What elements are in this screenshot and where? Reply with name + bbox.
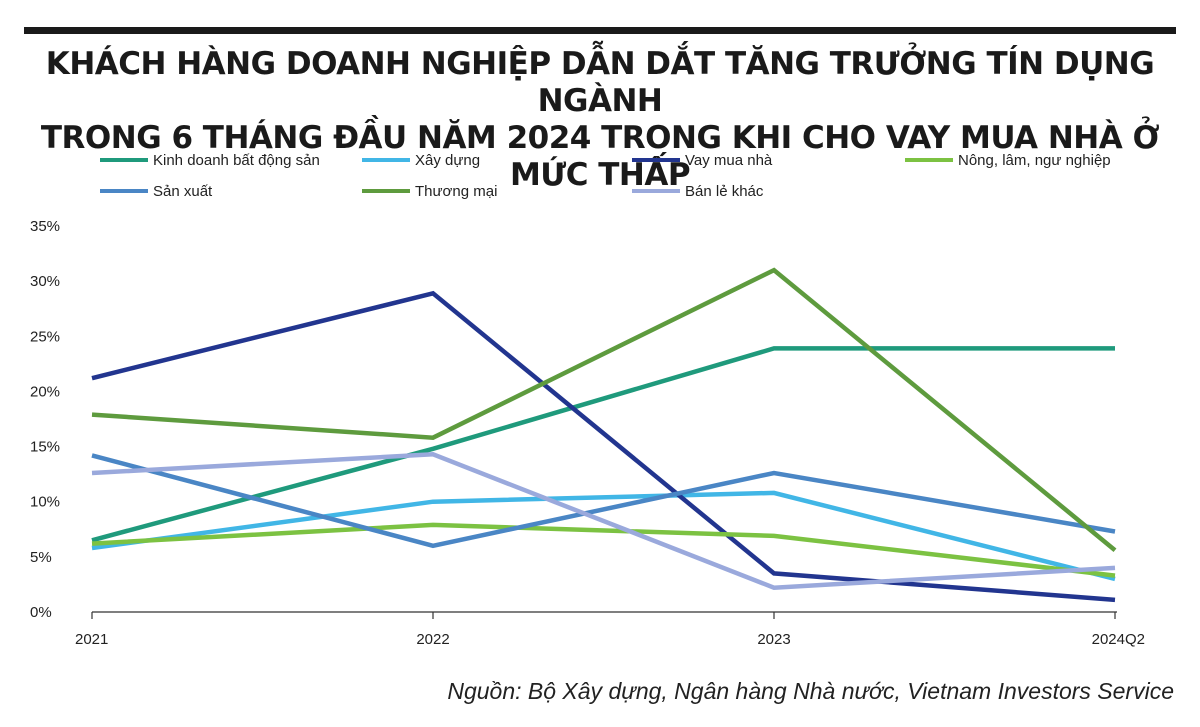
series-line bbox=[91, 453, 1116, 549]
legend-label: Nông, lâm, ngư nghiệp bbox=[958, 152, 1111, 169]
y-tick-label: 25% bbox=[30, 328, 60, 345]
y-tick-label: 10% bbox=[30, 494, 60, 511]
x-tick-label: 2022 bbox=[416, 631, 449, 648]
chart-title-line-2: TRONG 6 THÁNG ĐẦU NĂM 2024 TRONG KHI CHO… bbox=[40, 120, 1160, 193]
y-tick-label: 15% bbox=[30, 439, 60, 456]
source-note: Nguồn: Bộ Xây dựng, Ngân hàng Nhà nước, … bbox=[447, 678, 1174, 704]
y-tick-label: 35% bbox=[30, 218, 60, 235]
legend-label: Xây dựng bbox=[415, 152, 480, 169]
y-tick-label: 20% bbox=[30, 383, 60, 400]
legend-label: Bán lẻ khác bbox=[685, 183, 764, 200]
y-tick-label: 5% bbox=[30, 549, 52, 566]
series-line bbox=[91, 346, 1115, 543]
legend-label: Thương mại bbox=[415, 183, 497, 200]
series-line bbox=[91, 522, 1116, 578]
legend-label: Sản xuất bbox=[153, 183, 213, 200]
series-line bbox=[91, 490, 1116, 582]
chart-title-line-1: KHÁCH HÀNG DOANH NGHIỆP DẪN DẮT TĂNG TRƯ… bbox=[45, 46, 1155, 119]
x-tick-label: 2023 bbox=[757, 631, 790, 648]
legend-label: Kinh doanh bất động sản bbox=[153, 152, 320, 169]
series-line bbox=[91, 452, 1116, 590]
x-tick-label: 2021 bbox=[75, 631, 108, 648]
x-tick-label: 2024Q2 bbox=[1092, 631, 1145, 648]
series-line bbox=[91, 267, 1117, 552]
chart-title: KHÁCH HÀNG DOANH NGHIỆP DẪN DẮT TĂNG TRƯ… bbox=[24, 46, 1176, 194]
series-line bbox=[91, 290, 1116, 603]
y-tick-label: 0% bbox=[30, 604, 52, 621]
y-tick-label: 30% bbox=[30, 273, 60, 290]
legend-label: Vay mua nhà bbox=[685, 152, 773, 169]
top-rule bbox=[24, 27, 1176, 34]
